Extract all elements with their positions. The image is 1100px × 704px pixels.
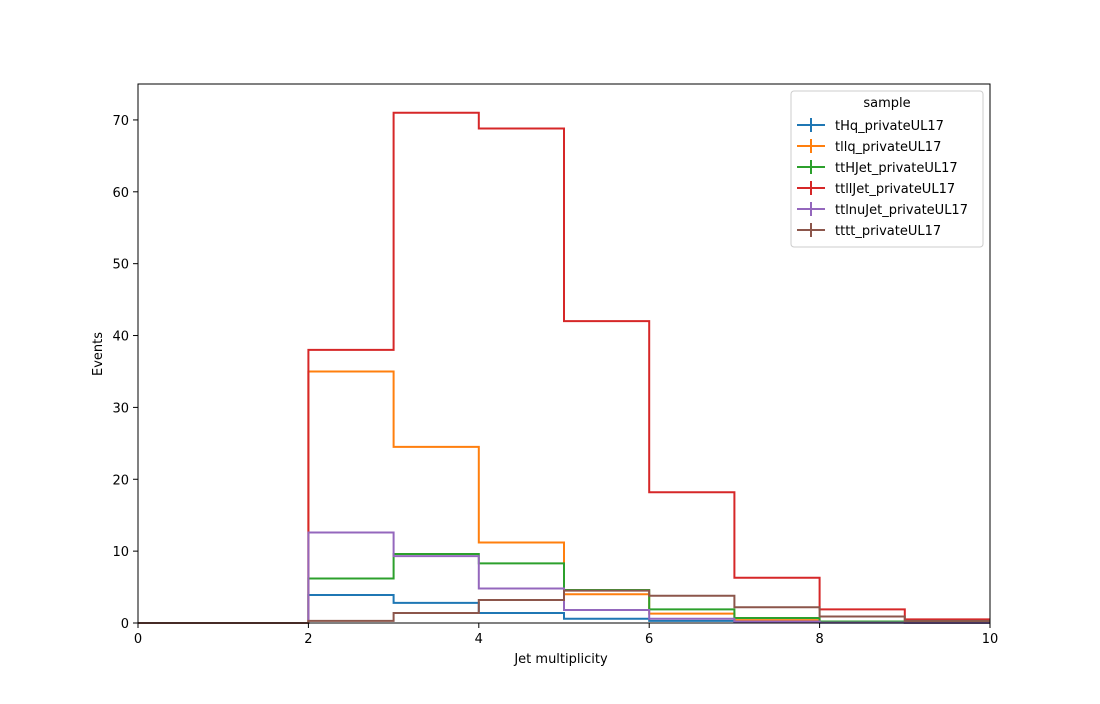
legend-label-3: ttllJet_privateUL17 [835, 182, 955, 197]
x-tick-label-2: 4 [475, 632, 483, 647]
x-tick-label-3: 6 [645, 632, 653, 647]
legend: sample tHq_privateUL17 tllq_privateUL17 ttH… [790, 90, 984, 248]
axes: 0 2 4 6 8 10 0 10 20 30 40 50 60 70 [112, 83, 999, 647]
axes-frame [137, 83, 991, 624]
series-step-5 [138, 589, 990, 624]
legend-box [790, 90, 984, 248]
legend-title: sample [863, 96, 910, 111]
y-tick-label-7: 70 [112, 114, 129, 129]
x-axis-label: Jet multiplicity [513, 652, 608, 667]
x-tick-label-4: 8 [815, 632, 823, 647]
y-tick-label-3: 30 [112, 401, 129, 416]
y-tick-label-2: 20 [112, 473, 129, 488]
legend-label-1: tllq_privateUL17 [835, 140, 941, 155]
x-tick-label-5: 10 [982, 632, 999, 647]
legend-label-5: tttt_privateUL17 [835, 224, 941, 239]
x-tick-label-1: 2 [304, 632, 312, 647]
y-tick-label-5: 50 [112, 258, 129, 273]
y-tick-label-0: 0 [121, 617, 129, 632]
legend-label-0: tHq_privateUL17 [835, 119, 944, 134]
y-tick-label-6: 60 [112, 186, 129, 201]
legend-label-2: ttHJet_privateUL17 [835, 161, 958, 176]
y-tick-label-1: 10 [112, 545, 129, 560]
y-axis-label: Events [91, 332, 106, 376]
plot-area [138, 111, 990, 624]
y-tick-label-4: 40 [112, 330, 129, 345]
x-tick-label-0: 0 [134, 632, 142, 647]
legend-label-4: ttlnuJet_privateUL17 [835, 203, 968, 218]
